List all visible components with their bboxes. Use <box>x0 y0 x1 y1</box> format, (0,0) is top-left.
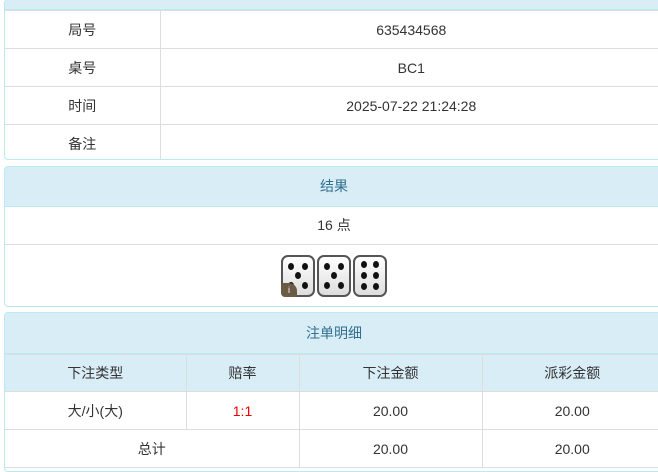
die-5: i <box>281 254 315 297</box>
bet-type: 大/小(大) <box>5 391 187 430</box>
pip <box>324 262 331 270</box>
pip <box>361 282 367 290</box>
panel-header <box>5 0 658 10</box>
pip <box>324 281 331 289</box>
round-value: 635434568 <box>159 10 658 49</box>
total-label: 总计 <box>5 429 300 468</box>
pip <box>301 262 308 270</box>
total-amount: 20.00 <box>298 429 483 468</box>
pip <box>301 281 308 289</box>
table-header-row: 下注类型 赔率 下注金额 派彩金额 <box>5 354 658 392</box>
table-value: BC1 <box>159 48 658 87</box>
bet-details-title: 注单明细 <box>5 313 658 354</box>
pip <box>373 282 379 290</box>
die-6 <box>353 254 387 297</box>
payout: 20.00 <box>481 391 658 430</box>
pip <box>361 272 367 279</box>
table-row: 局号 635434568 <box>5 10 658 49</box>
result-points: 16 点 <box>5 207 658 245</box>
table-row: 备注 <box>5 124 658 159</box>
bet-details-table: 下注类型 赔率 下注金额 派彩金额 大/小(大) 1:1 20.00 20.00… <box>5 354 658 468</box>
table-row: 大/小(大) 1:1 20.00 20.00 <box>5 391 658 430</box>
pip <box>373 261 379 269</box>
odds: 1:1 <box>185 391 300 430</box>
col-odds: 赔率 <box>185 354 300 392</box>
time-label: 时间 <box>5 86 161 125</box>
die-5 <box>317 254 351 297</box>
round-label: 局号 <box>5 10 161 49</box>
note-value <box>159 124 658 159</box>
time-value: 2025-07-22 21:24:28 <box>159 86 658 125</box>
bet-amount: 20.00 <box>298 391 483 430</box>
bet-details-panel: 注单明细 下注类型 赔率 下注金额 派彩金额 大/小(大) 1:1 20.00 … <box>4 312 658 472</box>
note-label: 备注 <box>5 124 161 159</box>
dice-row: i <box>5 245 658 306</box>
pip <box>331 272 337 279</box>
pip <box>295 272 301 279</box>
pip <box>337 281 344 289</box>
total-row: 总计 20.00 20.00 <box>5 429 658 468</box>
table-label: 桌号 <box>5 48 161 87</box>
round-info-table: 局号 635434568 桌号 BC1 时间 2025-07-22 21:24:28 … <box>5 10 658 159</box>
pip <box>288 262 295 270</box>
result-panel: 结果 16 点 i <box>4 166 658 307</box>
result-title: 结果 <box>5 167 658 207</box>
table-row: 桌号 BC1 <box>5 48 658 87</box>
table-row: 时间 2025-07-22 21:24:28 <box>5 86 658 125</box>
col-bet-amount: 下注金额 <box>298 354 483 392</box>
info-icon[interactable]: i <box>281 282 297 297</box>
total-payout: 20.00 <box>481 429 658 468</box>
pip <box>361 261 367 269</box>
col-bet-type: 下注类型 <box>5 354 187 392</box>
pip <box>337 262 344 270</box>
pip <box>373 272 379 279</box>
round-info-panel: 局号 635434568 桌号 BC1 时间 2025-07-22 21:24:28 … <box>4 0 658 160</box>
col-payout: 派彩金额 <box>481 354 658 392</box>
